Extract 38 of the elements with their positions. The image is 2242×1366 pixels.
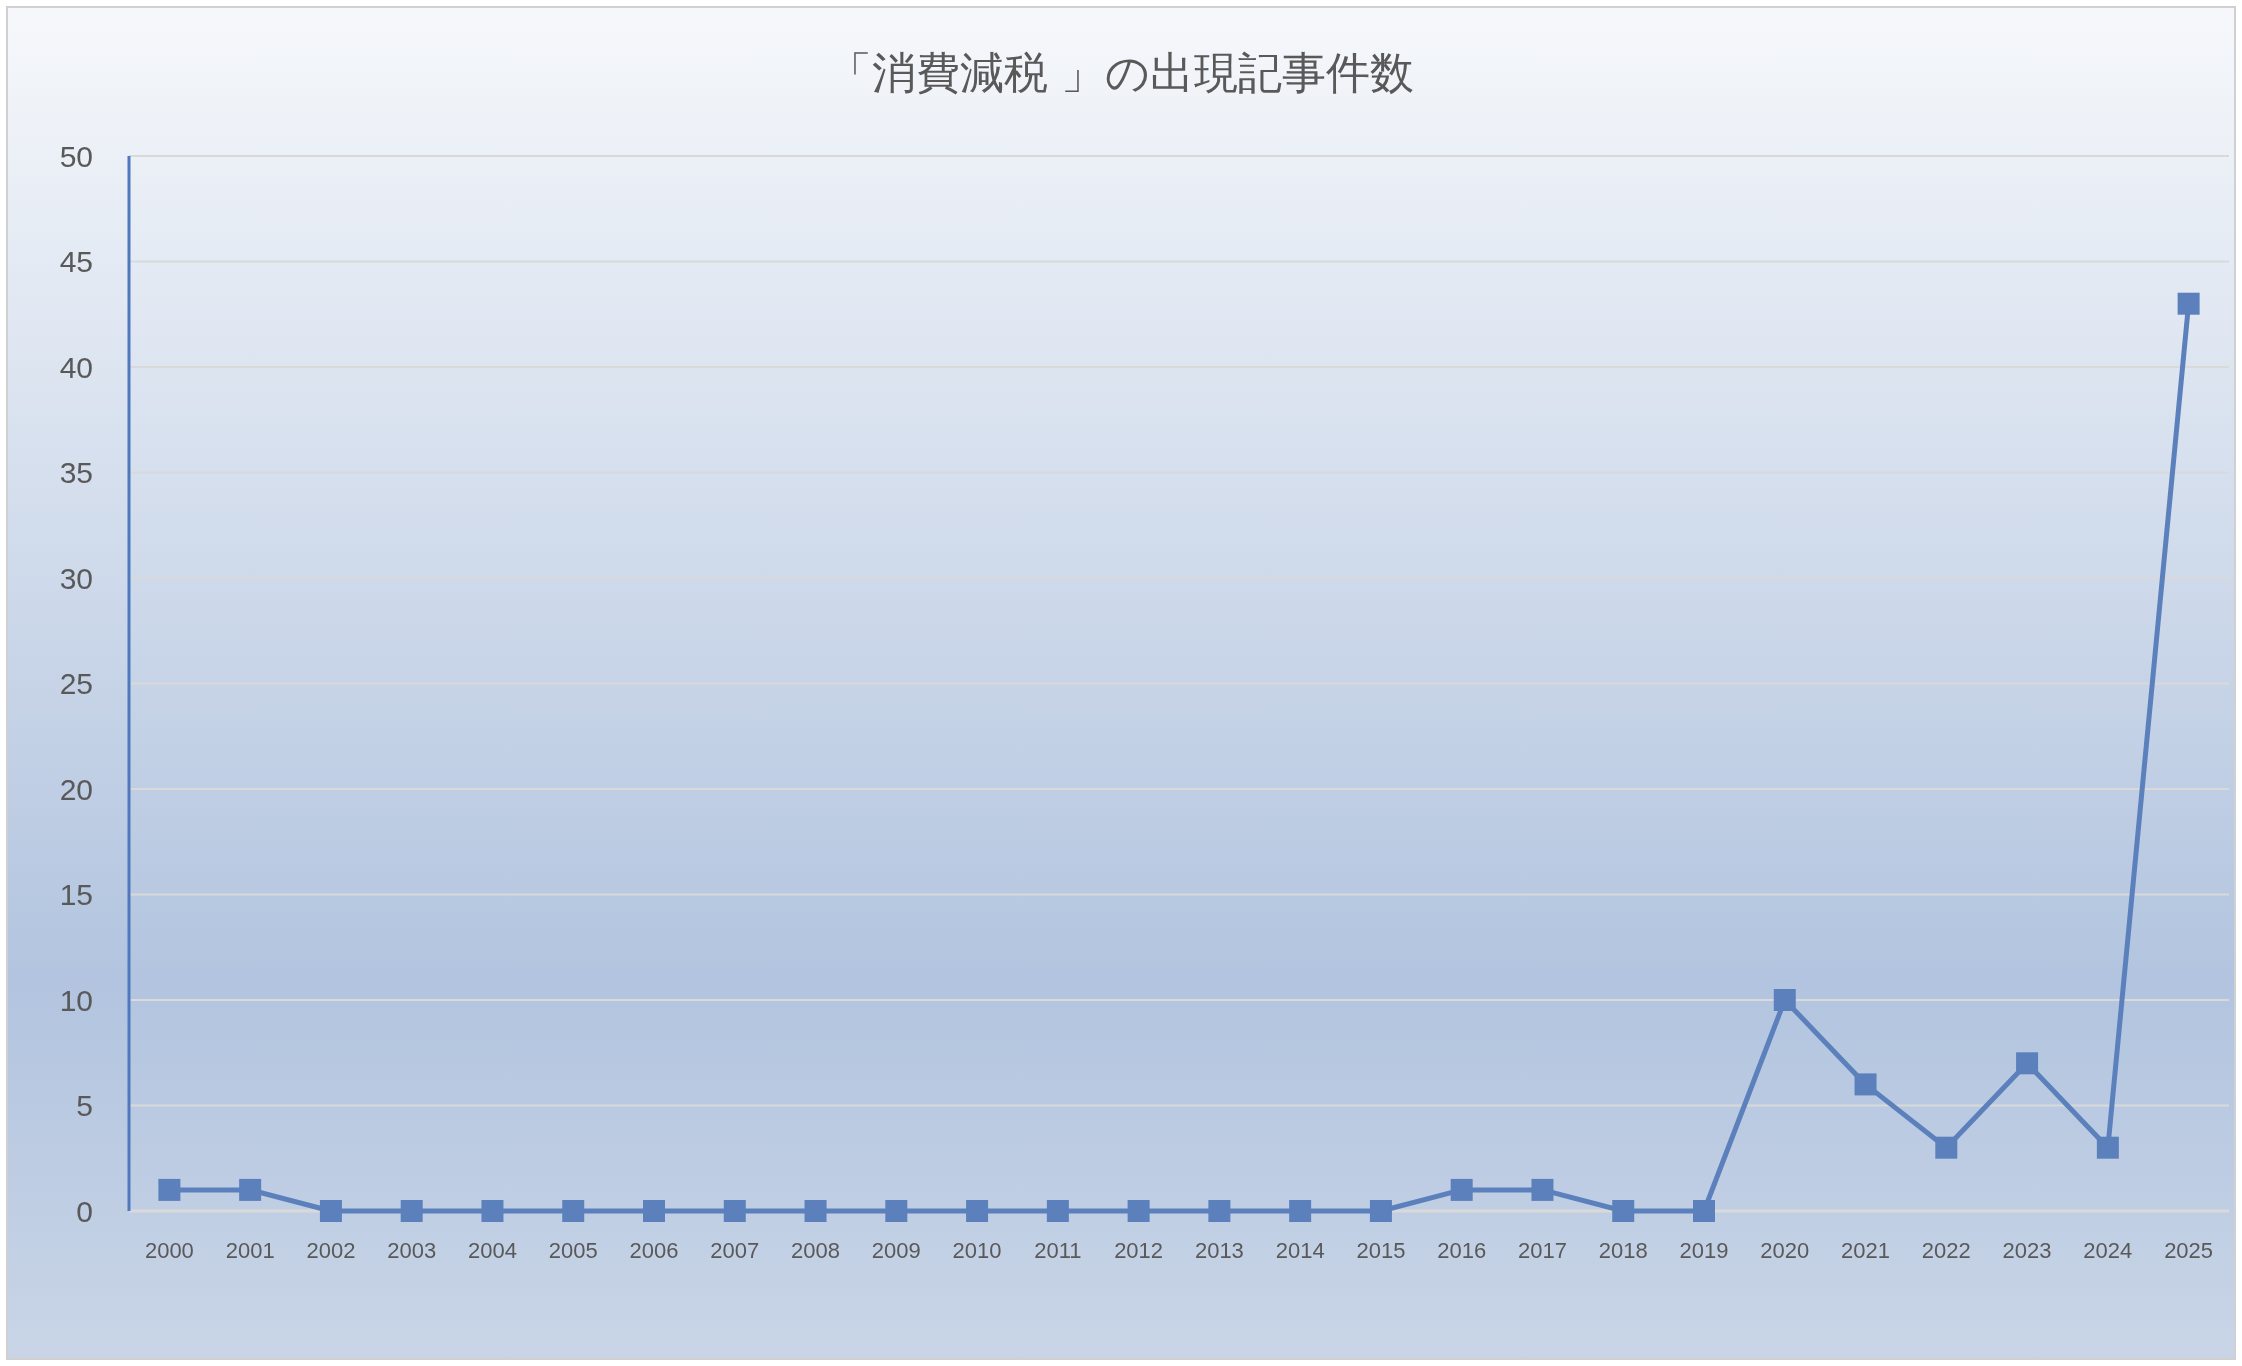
x-tick-label: 2012 (1114, 1237, 1164, 1263)
x-tick-label: 2004 (468, 1237, 517, 1263)
y-tick-label: 5 (76, 1089, 93, 1122)
x-tick-label: 2021 (1841, 1237, 1890, 1263)
x-tick-label: 2024 (2083, 1237, 2133, 1263)
x-tick-label: 2008 (791, 1237, 840, 1263)
x-tick-label: 2019 (1679, 1237, 1729, 1263)
x-tick-label: 2007 (710, 1237, 760, 1263)
y-tick-label: 50 (59, 139, 93, 173)
x-tick-label: 2020 (1760, 1237, 1810, 1263)
x-tick-label: 2001 (225, 1237, 275, 1263)
y-tick-label: 0 (76, 1194, 93, 1228)
x-tick-label: 2006 (629, 1237, 679, 1263)
x-tick-label: 2018 (1598, 1237, 1648, 1263)
x-tick-label: 2022 (1921, 1237, 1971, 1263)
y-tick-label: 30 (59, 561, 93, 595)
x-tick-label: 2009 (871, 1237, 921, 1263)
x-tick-label: 2014 (1275, 1237, 1325, 1263)
x-tick-label: 2002 (306, 1237, 356, 1263)
x-tick-label: 2005 (548, 1237, 598, 1263)
x-tick-label: 2016 (1437, 1237, 1487, 1263)
y-tick-label: 25 (59, 667, 93, 700)
y-tick-label: 35 (59, 456, 93, 489)
x-tick-label: 2025 (2164, 1237, 2214, 1263)
y-tick-label: 40 (59, 350, 93, 384)
x-tick-label: 2003 (387, 1237, 437, 1263)
x-tick-label: 2015 (1356, 1237, 1406, 1263)
x-tick-label: 2023 (2002, 1237, 2052, 1263)
x-tick-label: 2000 (144, 1237, 194, 1263)
y-tick-label: 45 (59, 245, 93, 278)
x-tick-label: 2017 (1518, 1237, 1567, 1263)
x-tick-label: 2010 (952, 1237, 1002, 1263)
y-tick-label: 20 (59, 772, 93, 806)
x-tick-label: 2013 (1194, 1237, 1244, 1263)
y-tick-label: 10 (59, 983, 93, 1017)
title: 「消費減税 」の出現記事件数 (828, 48, 1414, 97)
y-tick-label: 15 (59, 878, 93, 911)
x-tick-label: 2011 (1034, 1237, 1082, 1263)
